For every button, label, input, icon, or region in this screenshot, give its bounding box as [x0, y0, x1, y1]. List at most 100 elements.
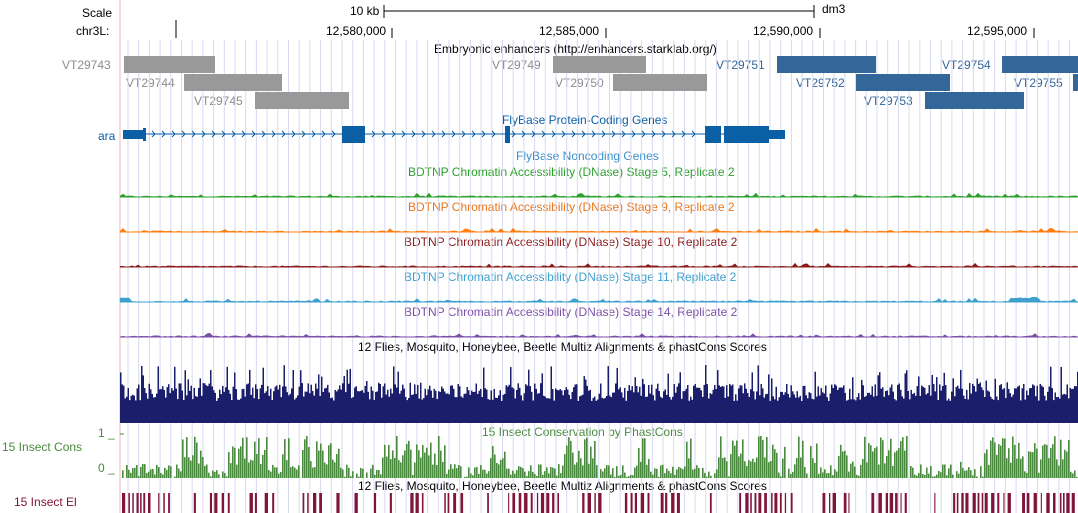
enhancer-label[interactable]: VT29744: [126, 76, 175, 90]
conserved-element: [750, 493, 752, 513]
multiz-bar: [256, 389, 258, 423]
multiz-bar: [178, 383, 180, 423]
phastcons-bar: [440, 450, 442, 478]
multiz-bar: [789, 397, 791, 423]
phastcons-bar: [434, 453, 436, 478]
phastcons-bar: [444, 445, 446, 478]
protein-genes-track-title[interactable]: FlyBase Protein-Coding Genes: [502, 113, 668, 127]
multiz-conservation-bars[interactable]: [120, 365, 1078, 423]
multiz-bar: [643, 384, 645, 423]
phastcons-bar: [582, 465, 584, 478]
multiz-bar: [744, 383, 746, 423]
gene-model[interactable]: [123, 126, 785, 143]
multiz-bar: [387, 389, 389, 423]
multiz-bar: [738, 388, 740, 423]
enhancer-blocks[interactable]: [124, 56, 1078, 109]
multiz-bar: [846, 400, 848, 423]
dnase-track-title[interactable]: BDTNP Chromatin Accessibility (DNase) St…: [408, 165, 735, 179]
multiz-track-title[interactable]: 12 Flies, Mosquito, Honeybee, Beetle Mul…: [358, 340, 767, 354]
multiz-bar: [129, 400, 131, 423]
phastcons-bar: [910, 466, 912, 478]
enhancer-label[interactable]: VT29751: [716, 58, 765, 72]
multiz-bar: [459, 386, 461, 423]
enhancer-label[interactable]: VT29745: [194, 94, 243, 108]
elements-side-label[interactable]: 15 Insect El: [14, 495, 77, 509]
phastcons-bar: [302, 450, 304, 478]
multiz-bar: [769, 400, 771, 423]
dnase-track-title[interactable]: BDTNP Chromatin Accessibility (DNase) St…: [404, 305, 738, 319]
phastcons-bar: [202, 457, 204, 478]
phastcons-bar: [168, 465, 170, 478]
phastcons-bar: [924, 475, 926, 478]
multiz-bar: [513, 388, 515, 423]
multiz-bar: [933, 383, 935, 423]
elements-track-title[interactable]: 12 Flies, Mosquito, Honeybee, Beetle Mul…: [358, 479, 767, 493]
gene-name-label[interactable]: ara: [98, 129, 116, 143]
conserved-element: [557, 493, 559, 513]
multiz-bar: [331, 397, 333, 423]
multiz-bar: [462, 397, 464, 423]
phastcons-bar: [1034, 443, 1036, 478]
multiz-bar: [892, 391, 894, 423]
enhancer-label[interactable]: VT29743: [62, 58, 111, 72]
enhancer-label[interactable]: VT29753: [864, 94, 913, 108]
dnase-track-title[interactable]: BDTNP Chromatin Accessibility (DNase) St…: [404, 270, 737, 284]
enhancer-label[interactable]: VT29752: [796, 76, 845, 90]
phastcons-bar: [460, 466, 462, 478]
phastcons-bar: [348, 467, 350, 478]
multiz-bar: [723, 386, 725, 423]
phastcons-bar: [832, 475, 834, 478]
strand-arrow: [491, 130, 496, 138]
strand-arrow: [391, 130, 396, 138]
phastcons-bar: [854, 466, 856, 478]
dnase-track-title[interactable]: BDTNP Chromatin Accessibility (DNase) St…: [408, 200, 735, 214]
multiz-bar: [876, 395, 878, 423]
enhancer-label[interactable]: VT29749: [492, 58, 541, 72]
phastcons-bar: [428, 455, 430, 478]
phastcons-bar: [932, 476, 934, 478]
enhancer-label[interactable]: VT29754: [942, 58, 991, 72]
multiz-bar: [579, 396, 581, 423]
multiz-bar: [243, 388, 245, 423]
strand-arrow: [561, 130, 566, 138]
conserved-element: [143, 493, 146, 513]
phastcons-bar: [1010, 462, 1012, 478]
phastcons-bar: [142, 464, 144, 478]
phastcons-side-label[interactable]: 15 Insect Cons: [2, 440, 83, 454]
enhancer-track-title[interactable]: Embryonic enhancers (http://enhancers.st…: [434, 42, 717, 56]
multiz-bar: [403, 388, 405, 423]
multiz-bar: [724, 397, 726, 423]
multiz-bar: [1048, 386, 1050, 423]
enhancer-label[interactable]: VT29755: [1014, 76, 1063, 90]
phastcons-bar: [716, 469, 718, 478]
enhancer-block: [255, 92, 349, 109]
phastcons-score-bars[interactable]: [122, 436, 1078, 478]
multiz-bar: [955, 386, 957, 423]
phastcons-bar: [1020, 458, 1022, 478]
phastcons-bar: [564, 454, 566, 478]
multiz-bar: [379, 384, 381, 423]
multiz-bar: [733, 400, 735, 423]
multiz-bar: [945, 385, 947, 423]
phastcons-track-title[interactable]: 15 Insect Conservation by PhastCons: [482, 425, 683, 439]
multiz-bar: [1018, 385, 1020, 423]
strand-arrow: [321, 130, 326, 138]
noncoding-genes-track-title[interactable]: FlyBase Noncoding Genes: [516, 149, 659, 163]
dnase-signal-tracks[interactable]: [119, 192, 1078, 338]
multiz-bar: [261, 384, 263, 423]
multiz-bar: [135, 400, 137, 423]
multiz-bar: [373, 399, 375, 423]
strand-arrow: [161, 130, 166, 138]
multiz-bar: [429, 385, 431, 423]
multiz-bar: [196, 396, 198, 423]
phastcons-bar: [1066, 451, 1068, 478]
multiz-bar: [994, 378, 996, 423]
strand-arrow: [171, 130, 176, 138]
conserved-element-blocks[interactable]: [122, 493, 1075, 513]
phastcons-bar: [482, 469, 484, 478]
dnase-track-title[interactable]: BDTNP Chromatin Accessibility (DNase) St…: [404, 235, 738, 249]
multiz-bar: [232, 386, 234, 423]
multiz-bar: [501, 400, 503, 423]
multiz-bar: [961, 388, 963, 423]
